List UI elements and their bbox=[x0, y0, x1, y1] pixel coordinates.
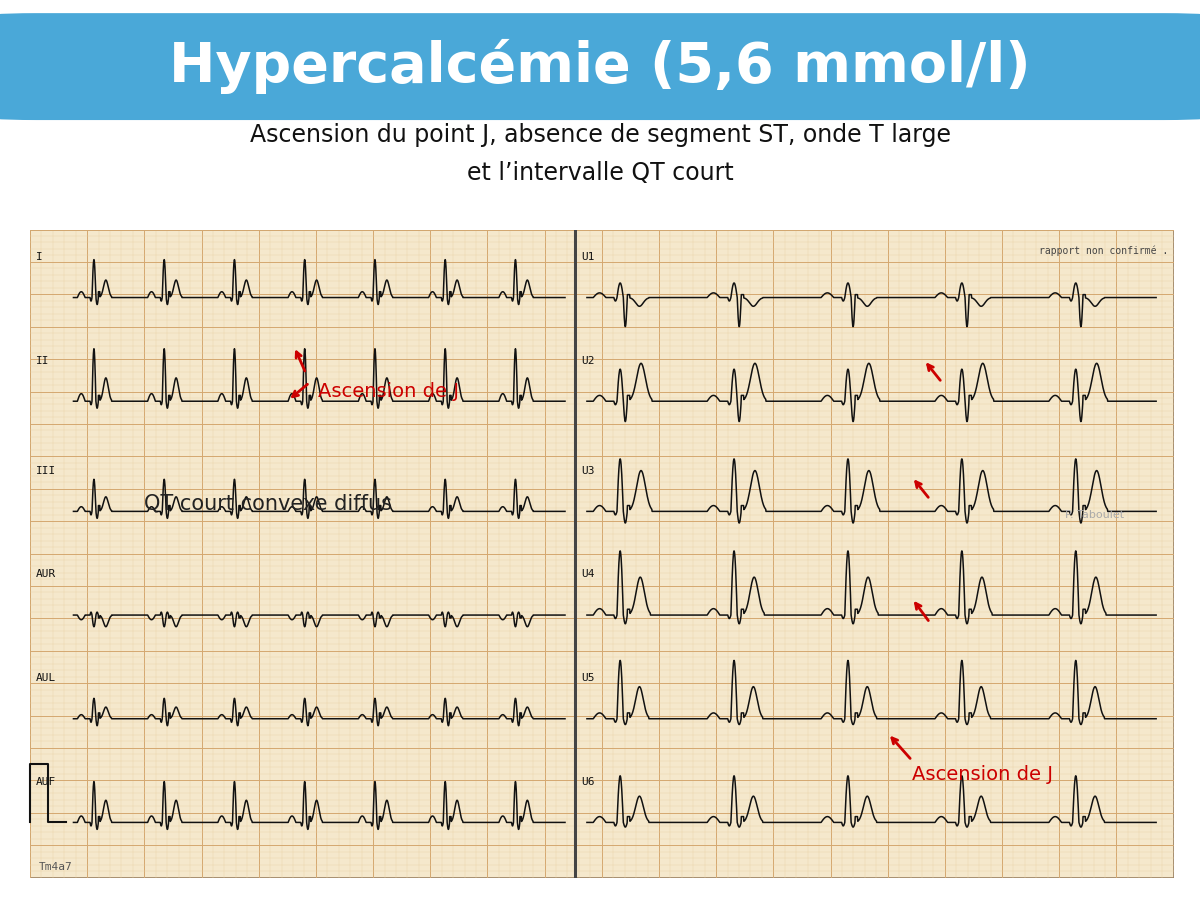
Text: AUR: AUR bbox=[36, 570, 56, 580]
Text: II: II bbox=[36, 356, 49, 365]
Text: U5: U5 bbox=[581, 673, 595, 683]
FancyBboxPatch shape bbox=[0, 14, 1200, 120]
Text: III: III bbox=[36, 465, 56, 476]
Text: I: I bbox=[36, 252, 42, 262]
Text: U2: U2 bbox=[581, 356, 595, 365]
Text: AUL: AUL bbox=[36, 673, 56, 683]
Text: Ascension de J: Ascension de J bbox=[912, 764, 1054, 784]
Text: Ascension du point J, absence de segment ST, onde T large
et l’intervalle QT cou: Ascension du point J, absence de segment… bbox=[250, 123, 950, 184]
Text: U1: U1 bbox=[581, 252, 595, 262]
Text: QT court convexe diffus: QT court convexe diffus bbox=[144, 494, 392, 514]
Text: Ascension de J: Ascension de J bbox=[318, 382, 458, 401]
Text: P. Taboulet: P. Taboulet bbox=[1064, 509, 1124, 519]
Text: AUF: AUF bbox=[36, 777, 56, 787]
Text: U4: U4 bbox=[581, 570, 595, 580]
Text: U3: U3 bbox=[581, 465, 595, 476]
Text: Tm4a7: Tm4a7 bbox=[40, 862, 73, 872]
Text: U6: U6 bbox=[581, 777, 595, 787]
Text: rapport non confirmé .: rapport non confirmé . bbox=[1039, 246, 1168, 256]
Text: Hypercalcémie (5,6 mmol/l): Hypercalcémie (5,6 mmol/l) bbox=[169, 39, 1031, 94]
